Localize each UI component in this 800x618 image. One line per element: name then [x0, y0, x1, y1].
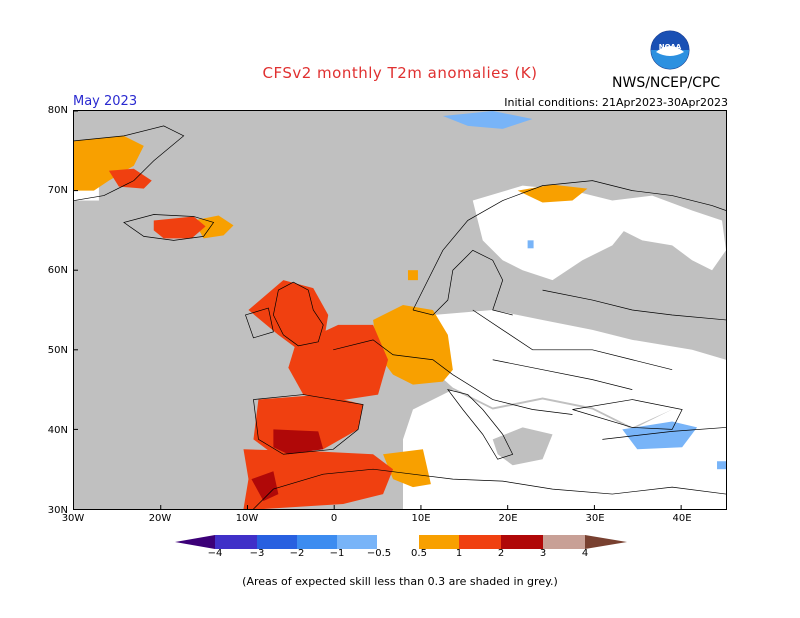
colorbar-bin-below-4: [175, 535, 215, 549]
lat-label-30n: 30N: [47, 505, 68, 516]
colorbar-bin-3-2: [257, 535, 297, 549]
colorbar-label-neg4: −4: [207, 548, 223, 559]
lon-label-10e: 10E: [411, 513, 431, 524]
colorbar-label-4: 4: [581, 548, 589, 559]
warm-2-3: [251, 429, 324, 502]
svg-text:NOAA: NOAA: [659, 43, 682, 51]
colorbar-bin-3-4: [543, 535, 585, 549]
lat-label-80n: 80N: [47, 105, 68, 116]
colorbar-label-neg1: −1: [329, 548, 345, 559]
lon-label-40e: 40E: [672, 513, 692, 524]
colorbar-bin-4-3: [215, 535, 257, 549]
organization-label: NWS/NCEP/CPC: [612, 75, 721, 91]
colorbar: [175, 535, 627, 549]
lon-label-20e: 20E: [498, 513, 518, 524]
cold-spots: [442, 111, 726, 470]
colorbar-bin-1-2: [459, 535, 501, 549]
noaa-logo: NOAA: [650, 30, 690, 70]
colorbar-label-neg05: −0.5: [366, 548, 392, 559]
coastlines: [74, 125, 726, 509]
colorbar-bin-2-1: [297, 535, 337, 549]
colorbar-bin-neutral: [377, 535, 419, 549]
lon-label-10w: 10W: [235, 513, 259, 524]
lat-label-60n: 60N: [47, 265, 68, 276]
colorbar-bin-1-05: [337, 535, 377, 549]
warm-0-5-1: [74, 135, 588, 488]
lon-label-0: 0: [330, 513, 338, 524]
skill-footnote: (Areas of expected skill less than 0.3 a…: [242, 575, 558, 588]
lat-label-50n: 50N: [47, 345, 68, 356]
lon-label-30e: 30E: [585, 513, 605, 524]
colorbar-label-neg3: −3: [249, 548, 265, 559]
colorbar-label-2: 2: [497, 548, 505, 559]
colorbar-label-1: 1: [455, 548, 463, 559]
colorbar-bin-05-1: [419, 535, 459, 549]
lat-label-40n: 40N: [47, 425, 68, 436]
colorbar-bin-above-4: [585, 535, 627, 549]
map-title: CFSv2 monthly T2m anomalies (K): [262, 64, 538, 82]
colorbar-label-neg2: −2: [289, 548, 305, 559]
target-month: May 2023: [73, 94, 138, 109]
neutral-areas: [74, 170, 726, 509]
graticule: [74, 111, 682, 509]
lat-label-70n: 70N: [47, 185, 68, 196]
initial-conditions: Initial conditions: 21Apr2023-30Apr2023: [504, 96, 728, 109]
lon-label-30w: 30W: [61, 513, 85, 524]
anomaly-map: [73, 110, 727, 510]
lon-label-20w: 20W: [148, 513, 172, 524]
colorbar-bin-2-3: [501, 535, 543, 549]
colorbar-label-05: 0.5: [411, 548, 427, 559]
colorbar-label-3: 3: [539, 548, 547, 559]
